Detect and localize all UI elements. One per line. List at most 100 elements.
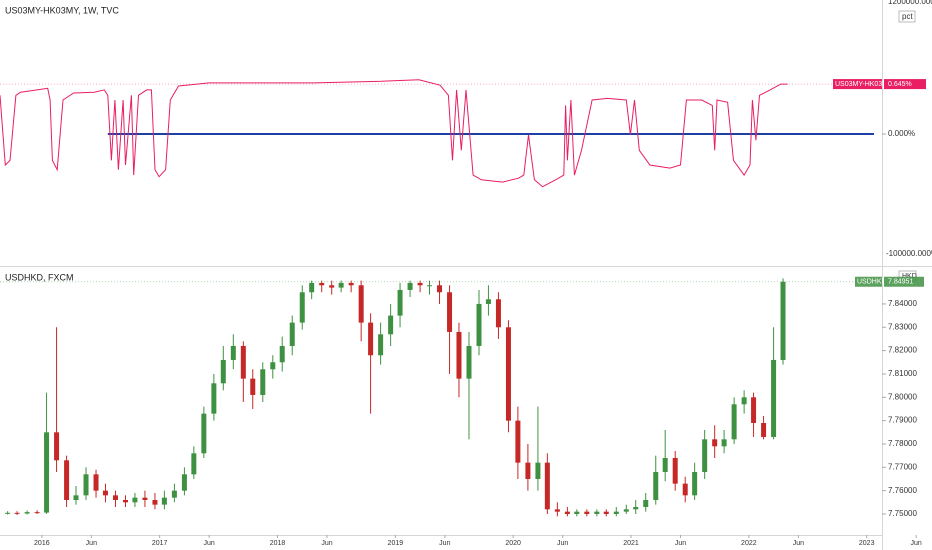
candle-body (14, 512, 20, 514)
candle-body (731, 404, 737, 440)
candle-body (309, 282, 315, 293)
candle-body (34, 512, 40, 514)
candle-body (476, 303, 482, 346)
candle-body (721, 439, 727, 447)
candle-body (525, 462, 531, 479)
candle-body (447, 292, 453, 332)
x-tick-label: Jun (675, 540, 686, 547)
candle-body (260, 369, 266, 395)
candle-body (437, 285, 443, 293)
candle-body (142, 497, 148, 500)
candle-body (83, 474, 89, 496)
candle-body (338, 282, 344, 288)
candle-body (515, 420, 521, 463)
candle-body (299, 292, 305, 323)
candle-body (397, 289, 403, 316)
candle-body (270, 362, 276, 370)
candle-body (623, 509, 629, 512)
y-tick-label: 7.81000 (888, 369, 917, 378)
candle-body (761, 422, 767, 437)
candle-body (613, 511, 619, 514)
x-tick-label: 2018 (270, 540, 286, 547)
candle-body (564, 511, 570, 514)
y-tick-label: 7.78000 (888, 439, 917, 448)
candle-body (240, 345, 246, 379)
candle-body (584, 511, 590, 514)
candle-body (152, 499, 158, 505)
x-tick-label: 2021 (623, 540, 639, 547)
y-tick-label: 7.76000 (888, 486, 917, 495)
last-value-label: 0.645% (888, 81, 912, 88)
candle-body (603, 511, 609, 514)
candle-body (122, 499, 128, 503)
candle-body (329, 285, 335, 288)
candle-body (112, 495, 118, 500)
candle-body (5, 512, 11, 514)
candle-body (692, 471, 698, 496)
candle-body (751, 397, 757, 423)
candle-body (368, 322, 374, 356)
scale-box (898, 10, 916, 23)
candle-body (161, 497, 167, 505)
series-name-box (855, 276, 882, 287)
candle-body (466, 345, 472, 379)
candle-body (672, 457, 678, 484)
candle-body (505, 327, 511, 421)
candle-body (485, 299, 491, 304)
candle-body (554, 509, 560, 512)
candle-body (741, 397, 747, 405)
candle-body (574, 511, 580, 514)
candle-body (653, 471, 659, 500)
x-tick-label: 2019 (388, 540, 404, 547)
candle-body (712, 439, 718, 447)
last-value-box (884, 79, 926, 90)
candle-body (456, 331, 462, 379)
candle-body (544, 462, 550, 510)
candle-body (181, 474, 187, 491)
x-tick-label: 2017 (152, 540, 168, 547)
axis-top-label: 1200000.000% (888, 0, 932, 6)
x-tick-label: Jun (911, 540, 922, 547)
candle-body (191, 453, 197, 475)
candle-body (771, 359, 777, 437)
y-tick-label: 7.77000 (888, 462, 917, 471)
x-tick-label: 2023 (859, 540, 875, 547)
candle-body (250, 378, 256, 395)
series-line (0, 79, 788, 188)
series-name: USDHKD (857, 279, 887, 286)
candle-body (702, 439, 708, 472)
candle-body (319, 282, 325, 286)
candle-body (201, 413, 207, 454)
candle-body (348, 282, 354, 286)
currency-label: HKD (902, 273, 917, 280)
candle-body (279, 345, 285, 363)
x-tick-label: Jun (793, 540, 804, 547)
y-tick-label: 7.82000 (888, 346, 917, 355)
candle-body (594, 511, 600, 514)
candle-body (54, 432, 60, 461)
candle-body (643, 499, 649, 507)
candle-body (682, 483, 688, 496)
candle-body (417, 282, 423, 286)
candle-body (289, 322, 295, 346)
candle-body (132, 497, 138, 503)
scale-label: pct (902, 12, 913, 21)
candle-body (102, 490, 108, 496)
x-tick-label: Jun (321, 540, 332, 547)
pane-title: USDHKD, FXCM (5, 272, 74, 282)
y-tick-label: 7.80000 (888, 392, 917, 401)
candle-body (662, 457, 668, 472)
candle-body (535, 462, 541, 479)
x-tick-label: Jun (439, 540, 450, 547)
candle-body (24, 512, 30, 514)
candle-body (495, 299, 501, 328)
candle-body (73, 495, 79, 500)
candle-body (388, 315, 394, 335)
x-tick-label: 2022 (741, 540, 757, 547)
candle-body (64, 460, 70, 500)
candle-body (633, 506, 639, 510)
candle-body (230, 345, 236, 360)
candle-body (93, 474, 99, 491)
pane-title: US03MY-HK03MY, 1W, TVC (5, 5, 119, 15)
candle-body (171, 490, 177, 498)
